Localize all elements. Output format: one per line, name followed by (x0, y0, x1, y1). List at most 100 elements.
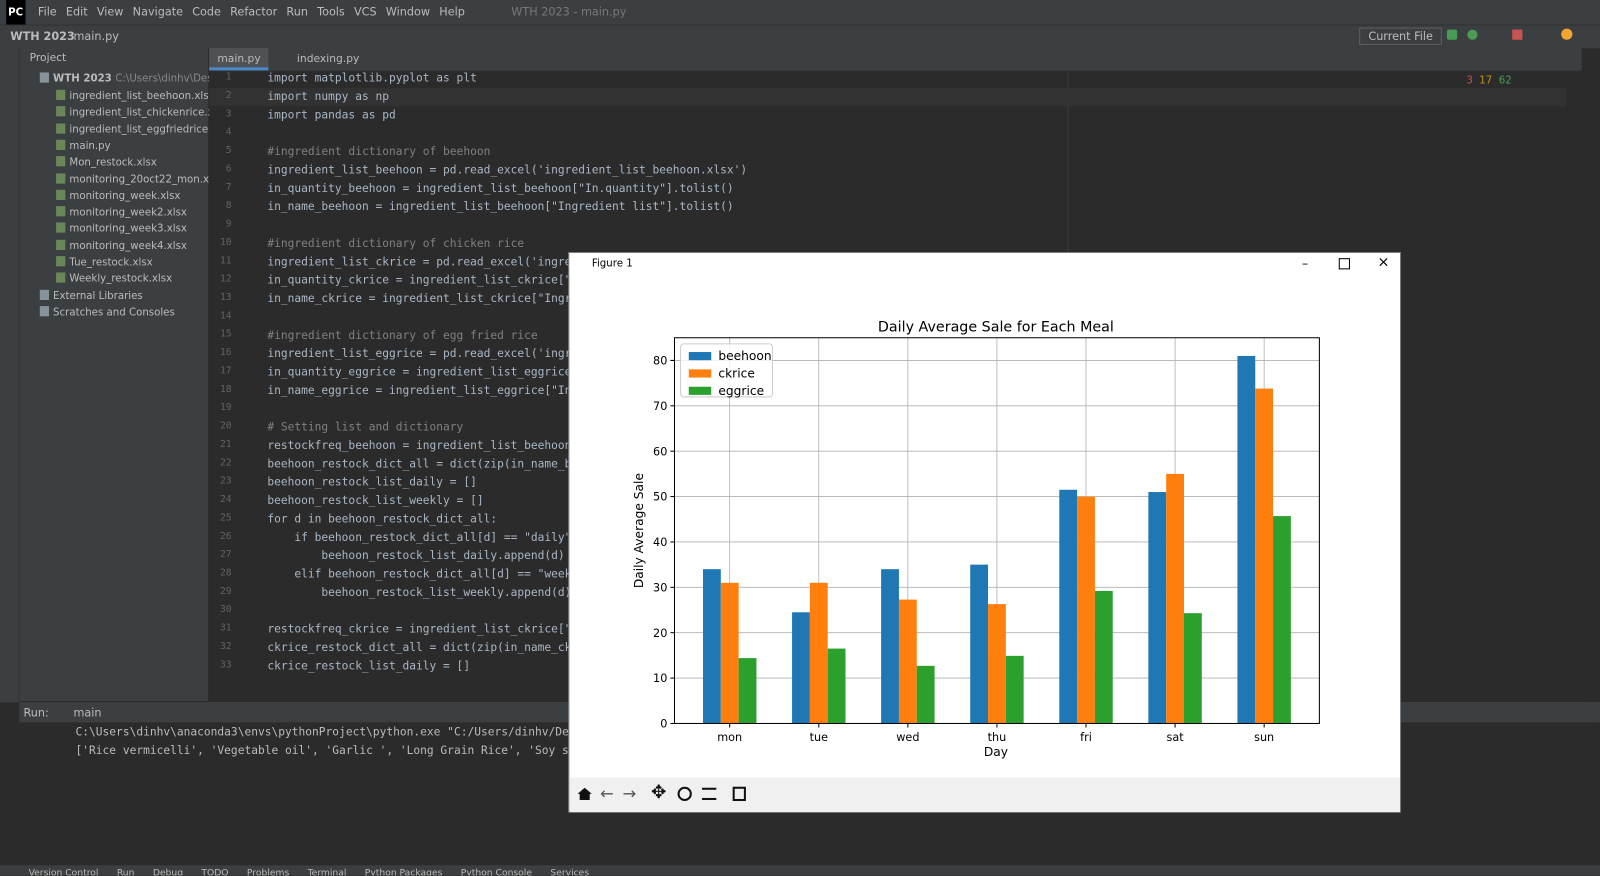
file-icon (56, 156, 66, 167)
stop-button[interactable] (1512, 29, 1523, 40)
tool-window-button[interactable]: Version Control (28, 868, 99, 876)
editor-tabs: 3 17 62 main.py indexing.py (209, 47, 1582, 87)
nav-bar: WTH 2023 main.py Current File (0, 24, 1600, 49)
tree-file[interactable]: main.py (56, 139, 111, 152)
bar (1166, 473, 1184, 724)
bar (988, 604, 1006, 724)
line-number: 32 (219, 640, 232, 653)
configure-button[interactable] (702, 787, 717, 800)
x-tick-label: sun (1254, 731, 1274, 744)
menu-item[interactable]: Navigate (132, 5, 184, 19)
tool-window-button[interactable]: Services (550, 868, 590, 876)
menu-item[interactable]: Code (192, 5, 221, 19)
run-button[interactable] (1446, 29, 1458, 40)
file-name: main.py (69, 140, 111, 152)
line-number: 10 (219, 236, 232, 248)
file-icon (56, 139, 66, 150)
run-tab[interactable]: main (73, 706, 102, 720)
code-line: in_quantity_ckrice = ingredient_list_ckr… (267, 273, 572, 287)
tree-file[interactable]: monitoring_week.xlsx (56, 189, 180, 202)
root-name: WTH 2023 (53, 73, 112, 85)
tree-file[interactable]: Weekly_restock.xlsx (56, 272, 172, 285)
file-icon (56, 222, 66, 234)
tree-file[interactable]: monitoring_week4.xlsx (56, 239, 187, 252)
tree-file[interactable]: monitoring_week3.xlsx (56, 222, 187, 235)
breadcrumb-file[interactable]: main.py (73, 29, 119, 43)
line-number: 1 (225, 71, 232, 83)
x-tick-label: wed (896, 731, 919, 744)
file-icon (56, 272, 66, 283)
tool-window-button[interactable]: Run (116, 868, 135, 876)
close-button[interactable]: × (1377, 254, 1390, 271)
code-line: import numpy as np (267, 89, 389, 104)
save-button[interactable] (732, 786, 746, 802)
tree-file[interactable]: monitoring_week2.xlsx (56, 206, 187, 218)
tool-window-button[interactable]: Problems (246, 868, 290, 876)
menu-item[interactable]: Run (286, 5, 308, 19)
y-tick-label: 40 (653, 536, 667, 549)
editor-tab[interactable]: main.py (209, 47, 269, 71)
debug-button[interactable] (1467, 29, 1478, 40)
menu-item[interactable]: View (96, 5, 124, 19)
tool-window-button[interactable]: Terminal (307, 868, 347, 876)
tree-file[interactable]: Tue_restock.xlsx (56, 256, 153, 268)
tree-root[interactable]: WTH 2023 C:\Users\dinhv\Deskto (39, 72, 229, 85)
menu-item[interactable]: Help (439, 5, 465, 19)
run-config[interactable]: Current File (1359, 27, 1443, 45)
code-line: restockfreq_ckrice = ingredient_list_ckr… (267, 622, 572, 636)
code-line: import pandas as pd (267, 108, 396, 122)
y-tick-label: 10 (653, 672, 667, 685)
home-button[interactable] (577, 787, 592, 800)
bar (792, 612, 810, 724)
menu-item[interactable]: Edit (65, 5, 88, 19)
menu-item[interactable]: Refactor (230, 5, 278, 19)
warning-count: 17 (1479, 75, 1493, 87)
line-number: 14 (219, 310, 232, 322)
file-icon (56, 123, 66, 134)
legend-label: ckrice (718, 367, 755, 381)
tree-file[interactable]: ingredient_list_chickenrice.xlsx (56, 106, 228, 119)
menu-item[interactable]: Window (385, 5, 431, 19)
node-name: External Libraries (53, 290, 143, 303)
forward-button[interactable]: → (622, 783, 637, 804)
node-icon (39, 306, 49, 317)
tool-window-button[interactable]: Python Console (460, 868, 533, 876)
tree-file[interactable]: ingredient_list_eggfriedrice.xlsx (56, 123, 232, 135)
y-tick-label: 30 (653, 581, 667, 594)
root-path: C:\Users\dinhv\Deskto (115, 73, 229, 85)
file-name: monitoring_20oct22_mon.xlsx (69, 173, 224, 186)
tree-node[interactable]: External Libraries (39, 289, 143, 303)
code-line: in_quantity_beehoon = ingredient_list_be… (267, 181, 734, 195)
project-panel: Project WTH 2023 C:\Users\dinhv\Deskto i… (19, 47, 232, 702)
tree-file[interactable]: monitoring_20oct22_mon.xlsx (56, 172, 224, 186)
tree-file[interactable]: ingredient_list_beehoon.xlsx (56, 89, 215, 102)
update-icon[interactable] (1561, 28, 1573, 40)
tool-window-button[interactable]: Debug (152, 868, 184, 876)
node-icon (39, 289, 49, 300)
bar (1273, 516, 1291, 724)
tree-node[interactable]: Scratches and Consoles (39, 306, 175, 319)
tool-window-button[interactable]: Python Packages (364, 868, 443, 876)
menu-item[interactable]: Tools (317, 5, 345, 19)
editor-tab[interactable]: indexing.py (296, 53, 360, 66)
project-panel-title[interactable]: Project (29, 52, 67, 65)
code-area: 1 import matplotlib.pyplot as plt 2 import … (209, 70, 1581, 702)
maximize-button[interactable] (1338, 258, 1350, 270)
minimize-button[interactable]: – (1302, 256, 1309, 271)
tool-window-button[interactable]: TODO (201, 868, 229, 876)
code-line: #ingredient dictionary of egg fried rice (267, 328, 538, 342)
file-name: Tue_restock.xlsx (69, 257, 153, 269)
line-number: 2 (225, 89, 232, 102)
menu-item[interactable]: VCS (353, 5, 377, 19)
y-tick-label: 20 (653, 627, 667, 640)
file-name: Mon_restock.xlsx (69, 157, 157, 169)
pan-button[interactable]: ✥ (651, 781, 667, 804)
tree-file[interactable]: Mon_restock.xlsx (56, 156, 157, 169)
back-button[interactable]: ← (599, 783, 614, 804)
bar (1183, 613, 1202, 724)
line-number: 27 (219, 548, 232, 561)
menu-item[interactable]: File (37, 5, 57, 19)
zoom-button[interactable] (677, 786, 692, 802)
code-line: #ingredient dictionary of chicken rice (267, 236, 525, 250)
